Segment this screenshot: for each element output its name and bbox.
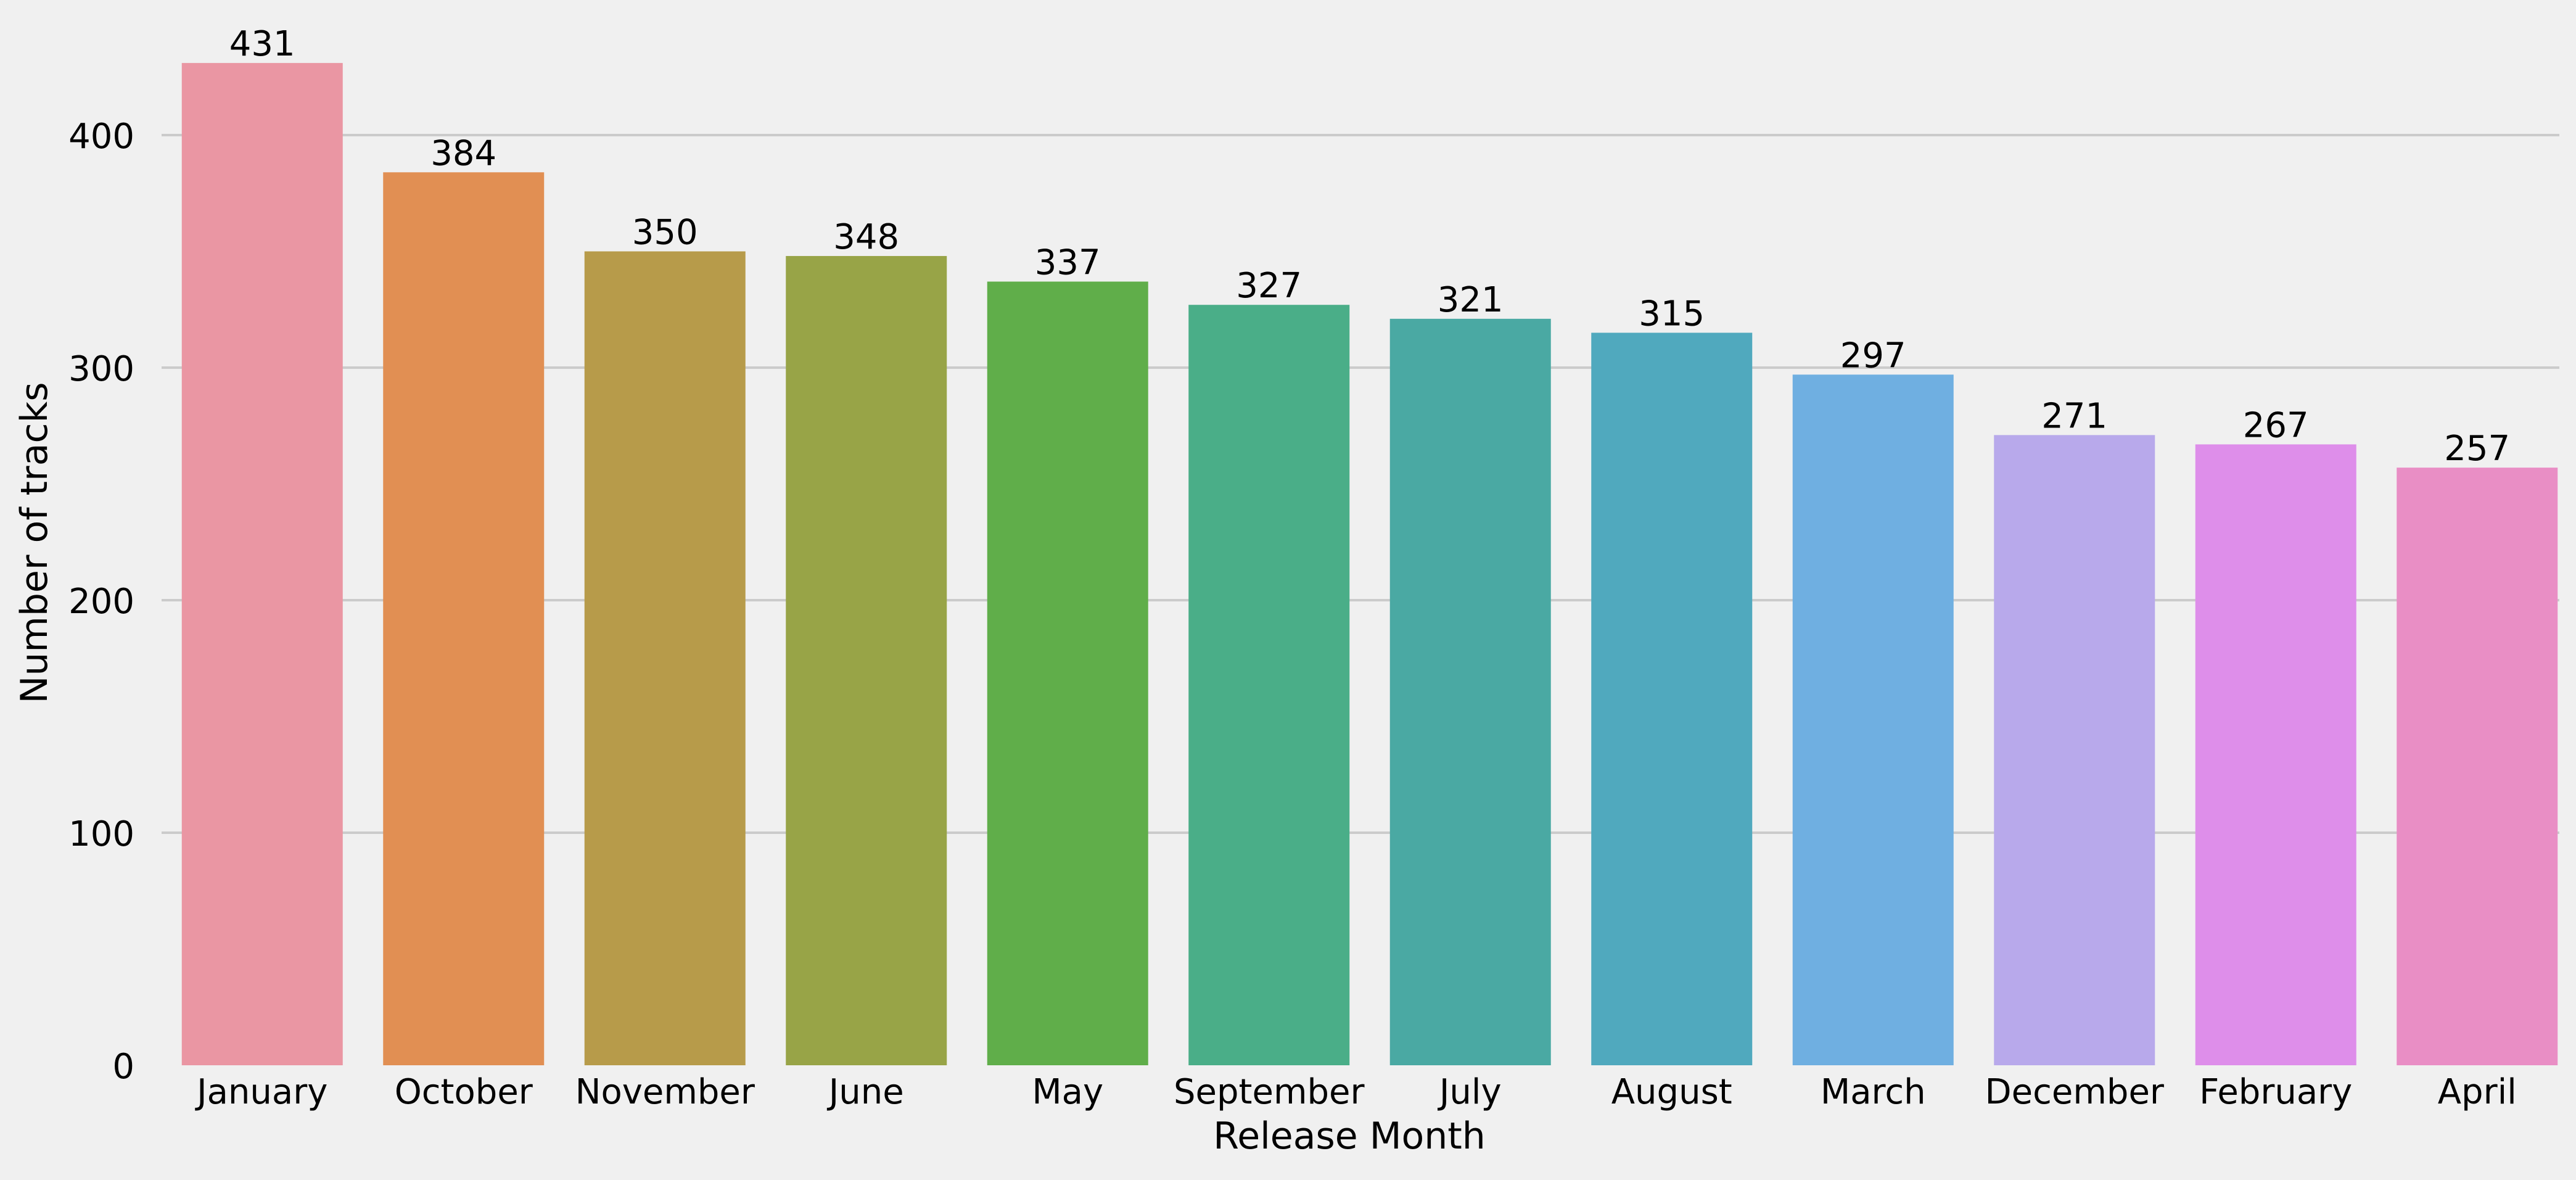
- data-label: 431: [229, 24, 295, 64]
- x-tick-label: May: [1032, 1072, 1103, 1112]
- x-tick-label: October: [395, 1072, 533, 1112]
- y-tick-label: 0: [112, 1047, 134, 1087]
- bar-august: [1591, 332, 1753, 1066]
- x-tick-label: July: [1438, 1072, 1502, 1112]
- bar-november: [584, 251, 746, 1065]
- bar-july: [1389, 318, 1551, 1065]
- x-tick-label: January: [195, 1072, 327, 1112]
- bar-april: [2397, 468, 2558, 1065]
- y-tick-label: 100: [68, 814, 134, 854]
- y-axis-title: Number of tracks: [13, 382, 56, 704]
- x-tick-labels: January October November June May September Ju…: [195, 1072, 2517, 1112]
- y-tick-labels: 0 100 200 300 400: [68, 117, 134, 1087]
- bar-october: [383, 172, 545, 1065]
- x-tick-label: September: [1174, 1072, 1365, 1112]
- bar-september: [1188, 305, 1350, 1066]
- bar-june: [786, 256, 947, 1065]
- bar-january: [181, 63, 343, 1065]
- x-tick-label: August: [1611, 1072, 1732, 1112]
- data-label: 297: [1840, 336, 1906, 376]
- bar-february: [2195, 444, 2356, 1065]
- data-label: 337: [1035, 243, 1101, 283]
- x-tick-label: December: [1985, 1072, 2165, 1112]
- bar-december: [1994, 435, 2155, 1065]
- data-label: 267: [2243, 405, 2309, 445]
- data-labels: 431 384 350 348 337 327 321 315 297 271 267 257: [229, 24, 2510, 469]
- y-tick-label: 300: [68, 349, 134, 389]
- data-label: 315: [1639, 294, 1705, 334]
- data-label: 348: [833, 217, 899, 257]
- y-tick-label: 200: [68, 582, 134, 622]
- data-label: 321: [1438, 280, 1504, 320]
- bar-may: [987, 281, 1148, 1065]
- data-label: 271: [2041, 396, 2107, 436]
- x-tick-label: June: [827, 1072, 904, 1112]
- x-tick-label: March: [1821, 1072, 1926, 1112]
- data-label: 350: [632, 213, 698, 253]
- data-label: 384: [430, 133, 496, 173]
- data-label: 327: [1236, 266, 1302, 306]
- gridlines: [162, 134, 2559, 834]
- y-tick-label: 400: [68, 117, 134, 157]
- bars: [181, 63, 2558, 1066]
- x-tick-label: February: [2199, 1072, 2352, 1112]
- x-axis-title: Release Month: [1213, 1115, 1486, 1158]
- data-label: 257: [2444, 429, 2510, 469]
- x-tick-label: April: [2438, 1072, 2517, 1112]
- bar-march: [1792, 374, 1954, 1065]
- x-tick-label: November: [575, 1072, 755, 1112]
